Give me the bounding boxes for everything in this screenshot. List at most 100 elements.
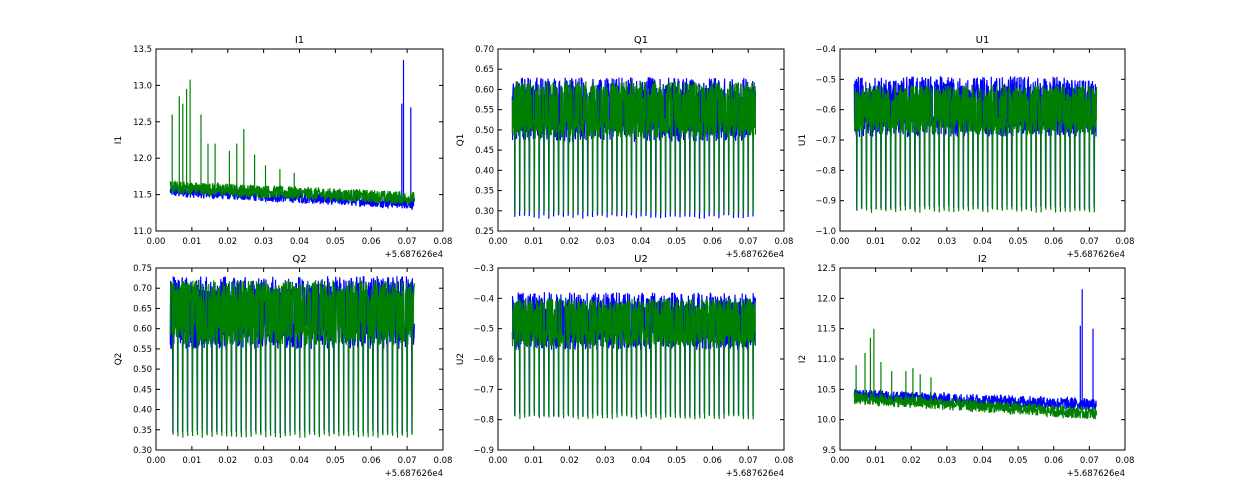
series-green-line bbox=[853, 83, 1098, 213]
y-tick-label: 0.40 bbox=[133, 406, 152, 416]
x-tick-label: 0.07 bbox=[398, 456, 417, 466]
x-tick-label: 0.06 bbox=[703, 456, 722, 466]
x-offset-label: +5.687626e4 bbox=[726, 250, 784, 260]
x-tick-label: 0.03 bbox=[596, 456, 615, 466]
subplot-title: I1 bbox=[295, 35, 304, 46]
x-tick-label: 0.03 bbox=[254, 456, 273, 466]
x-tick-label: 0.02 bbox=[218, 456, 237, 466]
y-tick-label: 0.50 bbox=[133, 365, 152, 375]
x-tick-label: 0.01 bbox=[182, 456, 201, 466]
x-tick-label: 0.04 bbox=[290, 237, 309, 247]
x-tick-label: 0.08 bbox=[1116, 237, 1135, 247]
x-tick-label: 0.08 bbox=[775, 456, 794, 466]
y-tick-label: 0.55 bbox=[133, 345, 152, 355]
y-tick-label: 0.30 bbox=[475, 207, 494, 217]
y-tick-label: 12.0 bbox=[133, 154, 152, 164]
x-tick-label: 0.05 bbox=[326, 456, 345, 466]
x-tick-label: 0.06 bbox=[362, 456, 381, 466]
subplot-title: U1 bbox=[976, 35, 990, 46]
series-green-line bbox=[511, 81, 756, 215]
y-tick-label: 11.5 bbox=[817, 325, 836, 335]
x-tick-label: 0.06 bbox=[1044, 237, 1063, 247]
x-tick-label: 0.00 bbox=[831, 237, 850, 247]
x-tick-label: 0.02 bbox=[902, 456, 921, 466]
x-tick-label: 0.04 bbox=[290, 456, 309, 466]
x-tick-label: 0.06 bbox=[703, 237, 722, 247]
y-tick-label: 12.5 bbox=[133, 118, 152, 128]
y-tick-label: 0.35 bbox=[475, 187, 494, 197]
x-tick-label: 0.04 bbox=[632, 237, 651, 247]
x-tick-label: 0.00 bbox=[147, 456, 166, 466]
x-tick-label: 0.00 bbox=[831, 456, 850, 466]
y-axis-label: I1 bbox=[114, 136, 124, 144]
x-tick-label: 0.02 bbox=[902, 237, 921, 247]
subplot-i1: 0.00 0.01 0.02 0.03 0.04 0.05 0.06 0.07 0.08 11.0… bbox=[114, 35, 452, 260]
x-tick-label: 0.08 bbox=[434, 237, 453, 247]
x-tick-label: 0.05 bbox=[1009, 456, 1028, 466]
y-tick-label: 0.70 bbox=[475, 45, 494, 55]
y-tick-label: 0.70 bbox=[133, 284, 152, 294]
y-tick-label: 11.0 bbox=[817, 355, 836, 365]
y-axis-label: Q2 bbox=[114, 353, 124, 366]
x-tick-label: 0.01 bbox=[524, 237, 543, 247]
series-green-line bbox=[169, 79, 415, 205]
x-tick-label: 0.06 bbox=[362, 237, 381, 247]
y-tick-label: −1.0 bbox=[815, 227, 836, 237]
y-tick-label: −0.4 bbox=[815, 45, 836, 55]
x-offset-label: +5.687626e4 bbox=[1067, 469, 1125, 479]
subplot-u2: 0.00 0.01 0.02 0.03 0.04 0.05 0.06 0.07 0.08 −0.9… bbox=[456, 254, 793, 479]
x-tick-label: 0.04 bbox=[973, 237, 992, 247]
x-tick-label: 0.02 bbox=[560, 237, 579, 247]
y-tick-label: 0.40 bbox=[475, 166, 494, 176]
subplot-u1: 0.00 0.01 0.02 0.03 0.04 0.05 0.06 0.07 0.08 −1.0… bbox=[798, 35, 1134, 260]
x-tick-label: 0.00 bbox=[489, 456, 508, 466]
x-tick-label: 0.08 bbox=[1116, 456, 1135, 466]
y-tick-label: 11.0 bbox=[133, 227, 152, 237]
x-tick-label: 0.03 bbox=[596, 237, 615, 247]
x-tick-label: 0.07 bbox=[739, 456, 758, 466]
x-tick-label: 0.01 bbox=[866, 237, 885, 247]
x-tick-label: 0.07 bbox=[398, 237, 417, 247]
x-tick-label: 0.02 bbox=[560, 456, 579, 466]
y-tick-label: 0.45 bbox=[133, 385, 152, 395]
x-tick-label: 0.01 bbox=[866, 456, 885, 466]
y-tick-label: 0.65 bbox=[133, 304, 152, 314]
x-tick-label: 0.05 bbox=[667, 237, 686, 247]
y-tick-label: −0.7 bbox=[473, 385, 494, 395]
subplot-title: U2 bbox=[634, 254, 648, 265]
y-tick-label: −0.5 bbox=[815, 75, 836, 85]
x-tick-label: 0.07 bbox=[739, 237, 758, 247]
x-tick-label: 0.01 bbox=[524, 456, 543, 466]
series-green-line bbox=[169, 280, 415, 438]
x-tick-label: 0.05 bbox=[1009, 237, 1028, 247]
x-tick-label: 0.03 bbox=[254, 237, 273, 247]
y-tick-label: 13.5 bbox=[133, 45, 152, 55]
y-tick-label: 0.55 bbox=[475, 106, 494, 116]
y-tick-label: 0.60 bbox=[475, 85, 494, 95]
y-tick-label: 0.35 bbox=[133, 426, 152, 436]
x-tick-label: 0.07 bbox=[1080, 456, 1099, 466]
y-axis-label: Q1 bbox=[456, 134, 466, 147]
y-tick-label: 0.65 bbox=[475, 65, 494, 75]
x-offset-label: +5.687626e4 bbox=[385, 250, 443, 260]
y-tick-label: −0.9 bbox=[815, 197, 836, 207]
y-tick-label: −0.4 bbox=[473, 294, 494, 304]
x-tick-label: 0.08 bbox=[434, 456, 453, 466]
subplot-q1: 0.00 0.01 0.02 0.03 0.04 0.05 0.06 0.07 0.08 0.25… bbox=[456, 35, 793, 260]
x-tick-label: 0.05 bbox=[326, 237, 345, 247]
y-tick-label: −0.8 bbox=[473, 416, 494, 426]
y-tick-label: 10.0 bbox=[817, 416, 836, 426]
y-axis-label: U2 bbox=[456, 353, 466, 365]
y-tick-label: 0.50 bbox=[475, 126, 494, 136]
y-tick-label: 0.25 bbox=[475, 227, 494, 237]
y-tick-label: 0.30 bbox=[133, 446, 152, 456]
x-tick-label: 0.02 bbox=[218, 237, 237, 247]
series-blue-line bbox=[853, 289, 1097, 411]
x-tick-label: 0.07 bbox=[1080, 237, 1099, 247]
x-tick-label: 0.04 bbox=[973, 456, 992, 466]
x-tick-label: 0.05 bbox=[667, 456, 686, 466]
y-tick-label: 13.0 bbox=[133, 81, 152, 91]
y-tick-label: 10.5 bbox=[817, 385, 836, 395]
x-offset-label: +5.687626e4 bbox=[726, 469, 784, 479]
